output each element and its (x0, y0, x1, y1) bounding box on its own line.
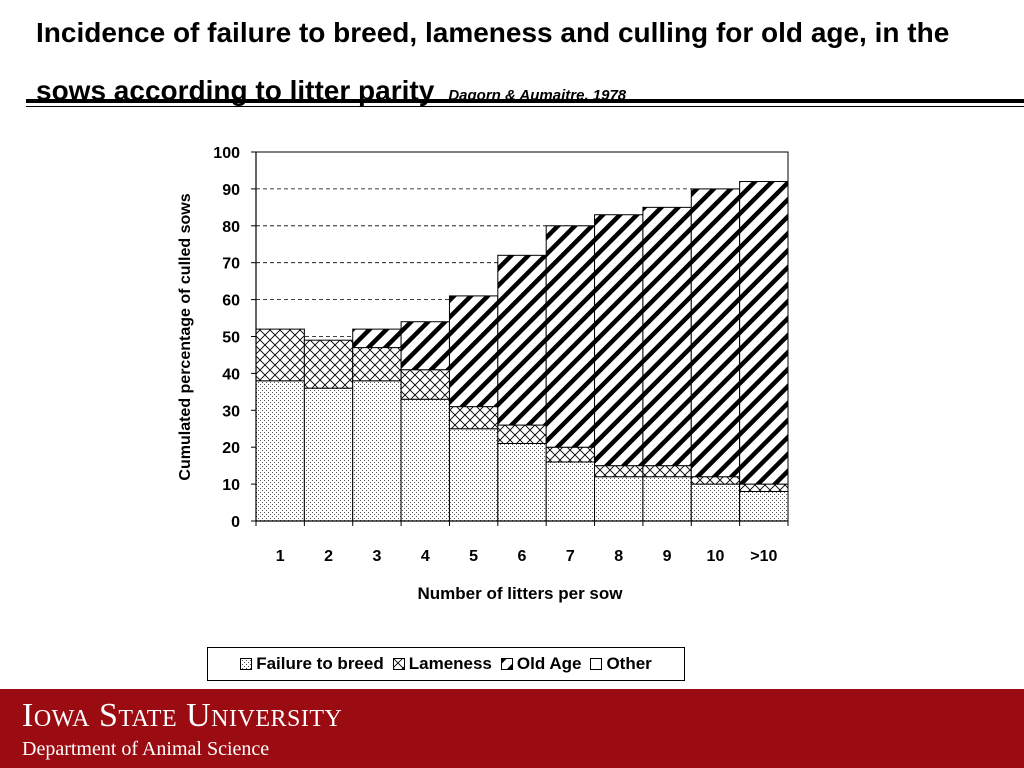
bar-segment-crosshatch-2 (352, 347, 402, 382)
bar-segment-dots-1 (303, 387, 354, 522)
x-tick-label: 2 (324, 548, 333, 565)
title-rule-thick (26, 99, 1024, 103)
legend-item: Failure to breed (240, 654, 384, 674)
y-tick-label: 70 (222, 256, 240, 273)
legend-label: Other (606, 654, 652, 673)
bar-segment-dots-5 (497, 443, 547, 522)
chart-legend: Failure to breed Lameness Old Age Other (207, 647, 685, 681)
bar-segment-dots-0 (255, 380, 305, 522)
bar-segment-crosshatch-5 (497, 424, 547, 445)
bar-segment-dots-10 (739, 490, 789, 522)
bar-segment-diagonal-7 (594, 214, 644, 467)
bar-segment-diagonal-6 (545, 225, 596, 448)
bar-segment-diagonal-2 (352, 328, 402, 349)
y-tick-label: 90 (222, 182, 240, 199)
bar-segment-crosshatch-10 (739, 483, 789, 492)
y-tick-label: 0 (231, 514, 240, 531)
x-tick-label: 3 (372, 548, 381, 565)
x-axis-label: Number of litters per sow (418, 584, 624, 603)
legend-swatch (590, 658, 603, 670)
bar-segment-crosshatch-7 (594, 465, 644, 478)
bar-segment-dots-9 (690, 483, 741, 522)
x-tick-label: 9 (663, 548, 672, 565)
x-tick-label: 6 (518, 548, 527, 565)
y-tick-label: 80 (222, 219, 240, 236)
bar-segment-crosshatch-4 (448, 406, 499, 430)
y-tick-label: 30 (222, 403, 240, 420)
x-tick-label: 10 (707, 548, 725, 565)
bar-segment-dots-4 (448, 428, 499, 522)
stacked-bar-chart: 0 10 20 30 40 50 60 70 80 90 100 1 2 3 4 5 6 7 8 9 10 >10 Cum… (177, 145, 789, 603)
legend-label: Failure to breed (256, 654, 384, 673)
bar-segment-dots-8 (642, 476, 692, 522)
bar-segment-crosshatch-3 (400, 369, 450, 400)
bar-segment-diagonal-10 (739, 181, 789, 485)
bar-segment-crosshatch-6 (545, 446, 596, 463)
slide-title: Incidence of failure to breed, lameness … (36, 4, 1016, 125)
bar-segment-dots-7 (594, 476, 644, 522)
axes-layer: 0 10 20 30 40 50 60 70 80 90 100 1 2 3 4 5 6 7 8 9 10 >10 (213, 145, 789, 565)
y-tick-label: 40 (222, 366, 240, 383)
bar-segment-diagonal-9 (690, 188, 741, 478)
legend-swatch (392, 658, 405, 670)
x-tick-label: 4 (421, 548, 430, 565)
bar-segment-crosshatch-0 (255, 328, 305, 382)
legend-swatch (240, 658, 253, 670)
title-rule-thin (26, 106, 1024, 107)
bar-segment-crosshatch-8 (642, 465, 692, 478)
x-tick-label: 1 (276, 548, 285, 565)
bar-segment-crosshatch-9 (690, 476, 741, 485)
y-tick-label: 60 (222, 293, 240, 310)
bar-segment-diagonal-5 (497, 254, 547, 426)
legend-label: Old Age (516, 654, 582, 673)
footer-bar: Iowa State University Department of Anim… (0, 689, 1024, 768)
y-tick-label: 100 (213, 145, 240, 162)
bar-segment-diagonal-3 (400, 321, 450, 371)
bar-segment-dots-6 (545, 461, 596, 522)
legend-item: Old Age (500, 654, 582, 674)
bar-segment-dots-2 (352, 380, 402, 522)
legend-swatch (500, 658, 513, 670)
x-tick-label: 5 (469, 548, 478, 565)
title-text: Incidence of failure to breed, lameness … (36, 17, 950, 106)
legend-item: Lameness (392, 654, 492, 674)
department-name: Department of Animal Science (22, 738, 270, 760)
y-axis-label: Cumulated percentage of culled sows (177, 193, 194, 480)
bar-segment-crosshatch-1 (303, 339, 354, 389)
bar-segment-diagonal-4 (448, 295, 499, 408)
y-tick-label: 50 (222, 330, 240, 347)
x-tick-label: 7 (566, 548, 575, 565)
x-tick-label: >10 (750, 548, 777, 565)
y-tick-label: 20 (222, 440, 240, 457)
bar-segment-dots-3 (400, 398, 450, 522)
legend-item: Other (590, 654, 652, 674)
y-tick-label: 10 (222, 477, 240, 494)
bar-segment-diagonal-8 (642, 206, 692, 467)
university-name: Iowa State University (22, 697, 343, 734)
x-tick-label: 8 (614, 548, 623, 565)
legend-label: Lameness (408, 654, 492, 673)
